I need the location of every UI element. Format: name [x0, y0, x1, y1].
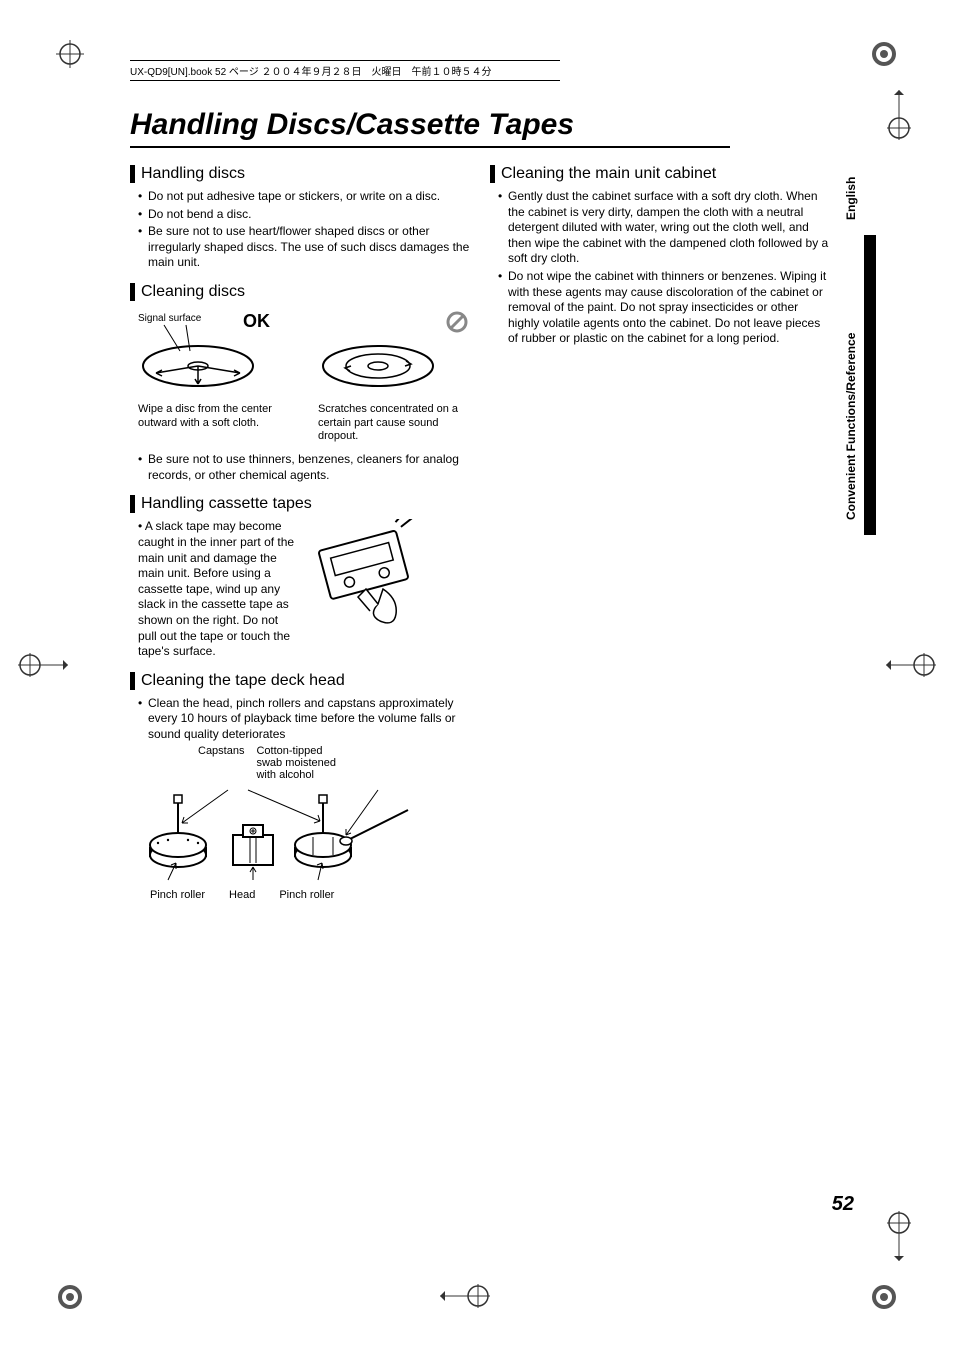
caption-ok: Wipe a disc from the center outward with… — [138, 403, 288, 431]
list-cleaning-discs: Be sure not to use thinners, benzenes, c… — [130, 452, 470, 483]
signal-surface-label: Signal surface — [138, 313, 201, 324]
left-column: Handling discs Do not put adhesive tape … — [130, 165, 470, 901]
list-cleaning-cabinet: Gently dust the cabinet surface with a s… — [490, 189, 830, 347]
crop-mark-br — [870, 1283, 898, 1311]
ok-icon: OK — [243, 311, 270, 332]
disc-figure-ok: Signal surface OK Wipe a disc from the c… — [138, 311, 288, 444]
content-area: Handling discs Do not put adhesive tape … — [130, 165, 830, 901]
tape-deck-diagram — [138, 785, 418, 885]
prohibited-icon — [446, 311, 468, 333]
label-cotton-swab: Cotton-tipped swab moistened with alcoho… — [256, 745, 346, 781]
list-tape-deck: Clean the head, pinch rollers and capsta… — [130, 696, 470, 743]
side-tab: English Convenient Functions/Reference — [844, 150, 864, 850]
reg-mark-top-right — [884, 90, 914, 140]
cassette-block: A slack tape may become caught in the in… — [138, 519, 470, 659]
page-header: UX-QD9[UN].book 52 ページ ２００４年９月２８日 火曜日 午前… — [130, 60, 560, 81]
disc-circular-diagram — [318, 311, 438, 391]
list-item: Be sure not to use heart/flower shaped d… — [138, 224, 470, 271]
disc-figures: Signal surface OK Wipe a disc from the c… — [138, 311, 470, 444]
cassette-diagram — [308, 519, 428, 629]
list-item: Do not bend a disc. — [138, 207, 470, 223]
crop-mark-tr — [870, 40, 898, 68]
heading-handling-cassettes: Handling cassette tapes — [130, 495, 470, 513]
reg-mark-left — [18, 650, 68, 680]
list-handling-discs: Do not put adhesive tape or stickers, or… — [130, 189, 470, 271]
heading-cleaning-discs: Cleaning discs — [130, 283, 470, 301]
side-label-section: Convenient Functions/Reference — [844, 280, 858, 520]
side-label-language: English — [844, 160, 858, 220]
crop-mark-bl — [56, 1283, 84, 1311]
caption-no: Scratches concentrated on a certain part… — [318, 403, 468, 444]
right-column: Cleaning the main unit cabinet Gently du… — [490, 165, 830, 901]
reg-mark-right — [886, 650, 936, 680]
page-title: Handling Discs/Cassette Tapes — [130, 108, 730, 148]
disc-figure-no: Scratches concentrated on a certain part… — [318, 311, 468, 444]
heading-tape-deck-head: Cleaning the tape deck head — [130, 672, 470, 690]
list-item: Do not wipe the cabinet with thinners or… — [498, 269, 830, 347]
crop-mark-tl — [56, 40, 84, 68]
label-head: Head — [229, 889, 255, 901]
heading-handling-discs: Handling discs — [130, 165, 470, 183]
thumb-index-tab — [864, 235, 876, 535]
list-item: Be sure not to use thinners, benzenes, c… — [138, 452, 470, 483]
tape-parts-figure: Capstans Cotton-tipped swab moistened wi… — [138, 745, 470, 901]
list-item: Gently dust the cabinet surface with a s… — [498, 189, 830, 267]
reg-mark-bottom-center — [440, 1281, 490, 1311]
heading-cleaning-cabinet: Cleaning the main unit cabinet — [490, 165, 830, 183]
label-pinch-roller-right: Pinch roller — [279, 889, 334, 901]
reg-mark-bottom-right — [884, 1211, 914, 1261]
page-number: 52 — [832, 1193, 854, 1216]
label-capstans: Capstans — [198, 745, 244, 781]
label-pinch-roller-left: Pinch roller — [150, 889, 205, 901]
list-item: Do not put adhesive tape or stickers, or… — [138, 189, 470, 205]
list-item: Clean the head, pinch rollers and capsta… — [138, 696, 470, 743]
cassette-text: A slack tape may become caught in the in… — [138, 519, 298, 659]
